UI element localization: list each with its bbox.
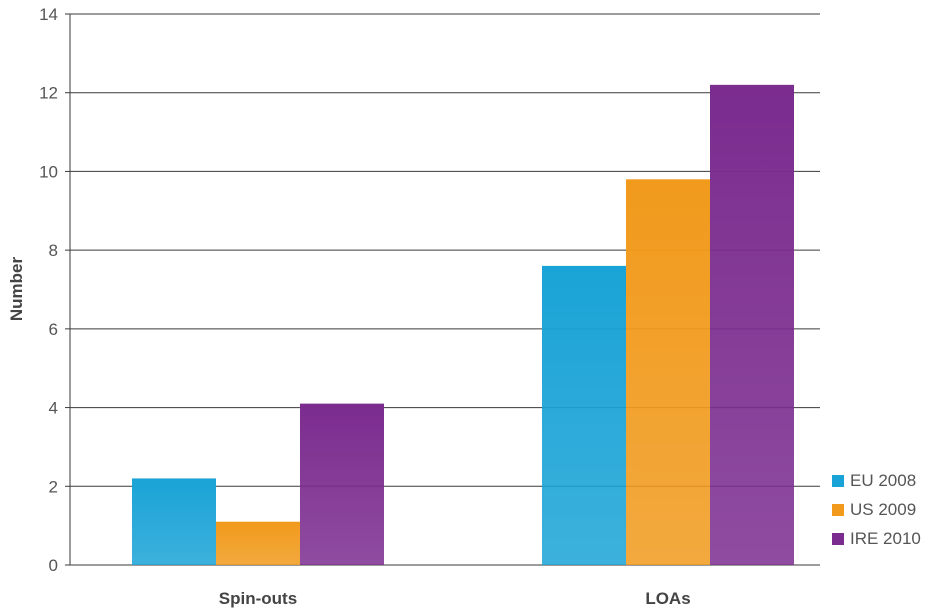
y-tick-label: 12 bbox=[39, 84, 58, 103]
x-category-label: LOAs bbox=[645, 589, 690, 608]
y-tick-label: 6 bbox=[49, 320, 58, 339]
y-axis-title: Number bbox=[7, 257, 26, 322]
legend-label: IRE 2010 bbox=[850, 529, 921, 548]
legend-label: US 2009 bbox=[850, 500, 916, 519]
y-tick-label: 0 bbox=[49, 556, 58, 575]
bars: Spin-outs LOAs bbox=[132, 84, 794, 608]
bar-spin-outs-eu-2008 bbox=[132, 478, 216, 565]
bar-loas-ire-2010 bbox=[710, 84, 794, 565]
bar-spin-outs-ire-2010 bbox=[300, 403, 384, 565]
y-tick-label: 4 bbox=[49, 399, 58, 418]
y-tick-label: 10 bbox=[39, 162, 58, 181]
legend-swatch bbox=[832, 504, 844, 516]
bar-loas-eu-2008 bbox=[542, 265, 626, 565]
y-tick-label: 14 bbox=[39, 5, 58, 24]
gridlines: 0 2 4 6 8 10 12 14 bbox=[39, 5, 820, 575]
bar-spin-outs-us-2009 bbox=[216, 521, 300, 565]
legend: EU 2008 US 2009 IRE 2010 bbox=[832, 471, 921, 548]
y-tick-label: 2 bbox=[49, 477, 58, 496]
x-category-label: Spin-outs bbox=[219, 589, 297, 608]
legend-label: EU 2008 bbox=[850, 471, 916, 490]
bar-loas-us-2009 bbox=[626, 179, 710, 566]
legend-swatch bbox=[832, 533, 844, 545]
axes bbox=[65, 13, 71, 566]
y-tick-label: 8 bbox=[49, 241, 58, 260]
legend-swatch bbox=[832, 475, 844, 487]
